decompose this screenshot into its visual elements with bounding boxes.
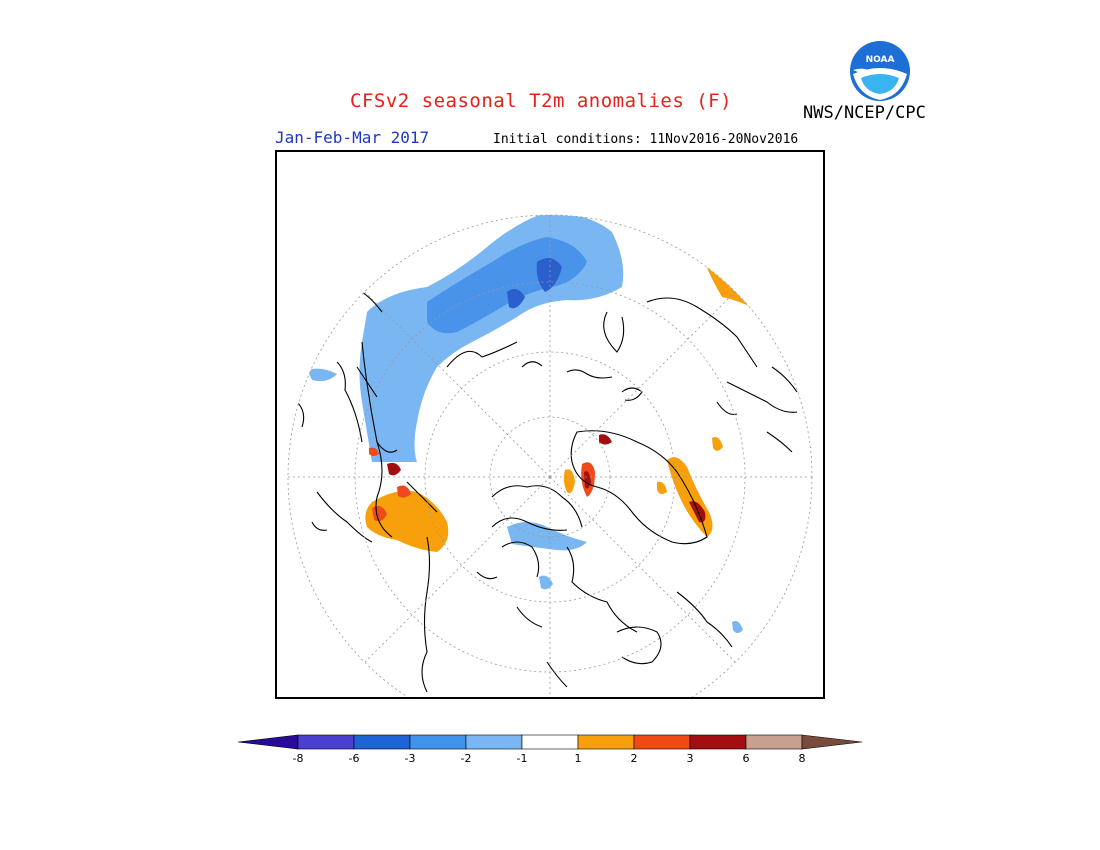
colorbar-segment [353,734,411,750]
colorbar-segment-max [801,734,863,750]
polar-anomaly-map [287,214,813,697]
colorbar-segment-min [238,734,299,750]
colorbar-tick-label: -3 [404,752,416,765]
colorbar-segment [297,734,355,750]
graticule [288,215,812,697]
colorbar-tick-label: -1 [516,752,528,765]
colorbar-tick-label: 8 [798,752,806,765]
agency-label: NWS/NCEP/CPC [803,103,926,123]
anomaly-region-cold [359,215,624,462]
colorbar-segment [745,734,803,750]
colorbar-tick-label: -8 [292,752,304,765]
coastlines [296,285,798,693]
noaa-logo: NOAA [850,41,910,101]
colorbar-segment [633,734,691,750]
colorbar-tick-label: -6 [348,752,360,765]
colorbar-segment [521,734,579,750]
colorbar-segment [577,734,635,750]
anomaly-region-warm-alaska [365,490,449,552]
anomaly-region-hot-west [372,215,435,252]
season-label: Jan-Feb-Mar 2017 [275,128,430,147]
polar-map-panel [275,150,825,699]
colorbar-segment [409,734,467,750]
anomaly-region-warm-east [693,215,812,382]
colorbar-segment [689,734,747,750]
anomaly-region-warm-greenland [667,457,713,537]
colorbar-segment [465,734,523,750]
color-bar [238,734,863,750]
initial-conditions-label: Initial conditions: 11Nov2016-20Nov2016 [493,132,799,147]
map-title: CFSv2 seasonal T2m anomalies (F) [350,90,733,112]
colorbar-tick-label: 2 [630,752,638,765]
colorbar-tick-label: 3 [686,752,694,765]
colorbar-tick-label: 6 [742,752,750,765]
colorbar-tick-label: 1 [574,752,582,765]
logo-text: NOAA [866,55,895,65]
colorbar-tick-label: -2 [460,752,472,765]
